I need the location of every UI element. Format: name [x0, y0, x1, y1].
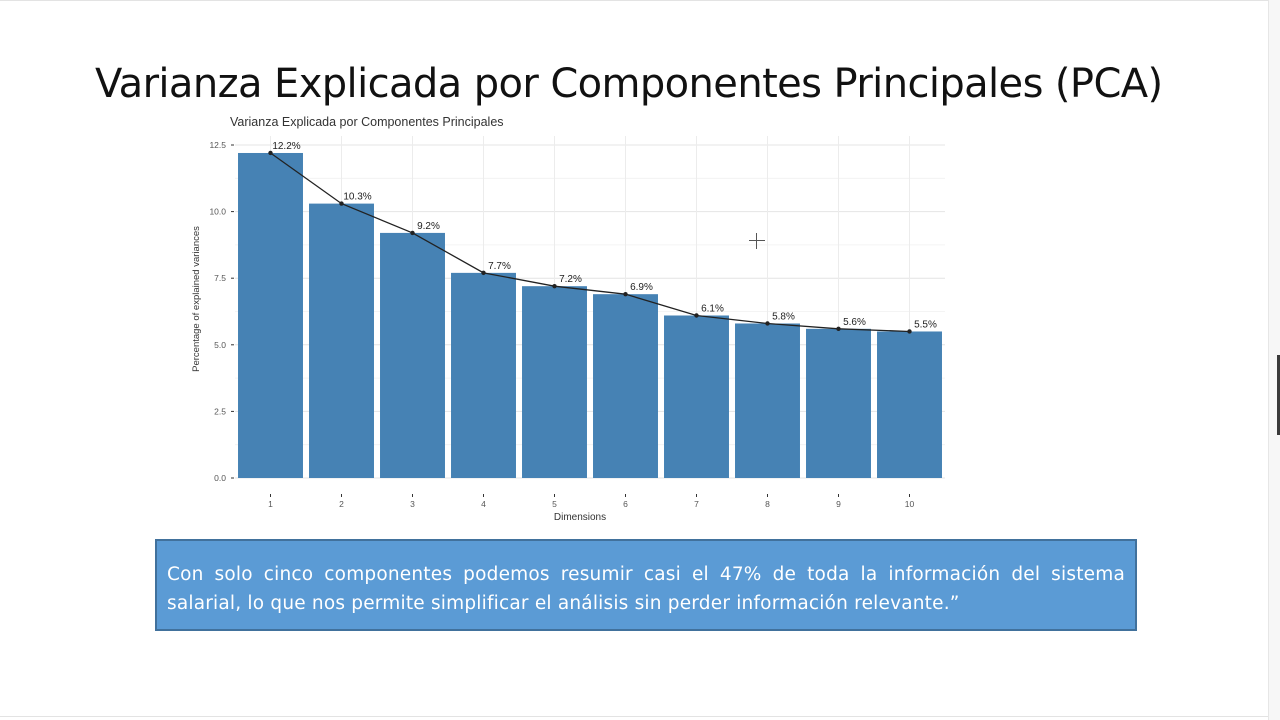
bar-9: [806, 328, 871, 478]
slide-top-border: [0, 0, 1268, 1]
variance-point-7: [694, 313, 699, 318]
x-tick-label: 9: [836, 499, 841, 509]
y-tick-label: 5.0: [214, 340, 226, 350]
bar-8: [735, 323, 800, 478]
bar-4: [451, 272, 516, 478]
variance-point-1: [268, 150, 273, 156]
variance-line: [270, 152, 910, 333]
data-label-5: 7.2%: [559, 274, 582, 285]
data-label-6: 6.9%: [630, 282, 653, 293]
x-tick-label: 6: [623, 499, 628, 509]
x-tick-label: 4: [481, 499, 486, 509]
y-tick-label: 10.0: [209, 207, 226, 217]
data-label-7: 6.1%: [701, 303, 724, 314]
variance-point-3: [410, 230, 415, 236]
chart-title: Varianza Explicada por Componentes Princ…: [230, 115, 504, 129]
y-tick-label: 7.5: [214, 273, 226, 283]
x-tick-label: 3: [410, 499, 415, 509]
bar-6: [593, 294, 658, 478]
data-label-2: 10.3%: [343, 192, 371, 203]
x-tick-label: 7: [694, 499, 699, 509]
bar-2: [309, 203, 374, 478]
data-label-1: 12.2%: [272, 141, 300, 152]
bar-5: [522, 286, 587, 478]
variance-point-9: [836, 326, 841, 332]
data-label-4: 7.7%: [488, 261, 511, 272]
y-tick-label: 12.5: [209, 140, 226, 150]
bar-1: [238, 152, 303, 478]
x-tick-label: 1: [268, 499, 273, 509]
data-label-10: 5.5%: [914, 319, 937, 330]
x-tick-label: 10: [905, 499, 915, 509]
x-tick-label: 8: [765, 499, 770, 509]
data-label-8: 5.8%: [772, 311, 795, 322]
variance-point-6: [623, 291, 628, 297]
slide-bottom-border: [0, 716, 1268, 717]
variance-point-5: [552, 283, 557, 289]
x-axis-title: Dimensions: [554, 512, 606, 523]
crosshair-cursor-icon: [749, 233, 765, 249]
data-label-9: 5.6%: [843, 317, 866, 328]
bar-10: [877, 331, 942, 478]
bar-7: [664, 315, 729, 478]
variance-point-8: [765, 321, 770, 326]
pca-bar-chart: Varianza Explicada por Componentes Princ…: [191, 115, 945, 523]
y-axis-title: Percentage of explained variances: [191, 226, 202, 372]
data-label-3: 9.2%: [417, 221, 440, 232]
variance-point-10: [907, 329, 912, 334]
scrollbar-thumb[interactable]: [1277, 355, 1280, 435]
x-tick-label: 5: [552, 499, 557, 509]
summary-callout: Con solo cinco componentes podemos resum…: [155, 539, 1137, 631]
bar-3: [380, 232, 445, 478]
slide-title: Varianza Explicada por Componentes Princ…: [95, 61, 1163, 107]
x-tick-label: 2: [339, 499, 344, 509]
variance-point-4: [481, 270, 486, 276]
y-tick-label: 0.0: [214, 473, 226, 483]
vertical-scrollbar[interactable]: [1268, 0, 1280, 720]
variance-point-2: [339, 201, 344, 206]
y-tick-label: 2.5: [214, 406, 226, 416]
